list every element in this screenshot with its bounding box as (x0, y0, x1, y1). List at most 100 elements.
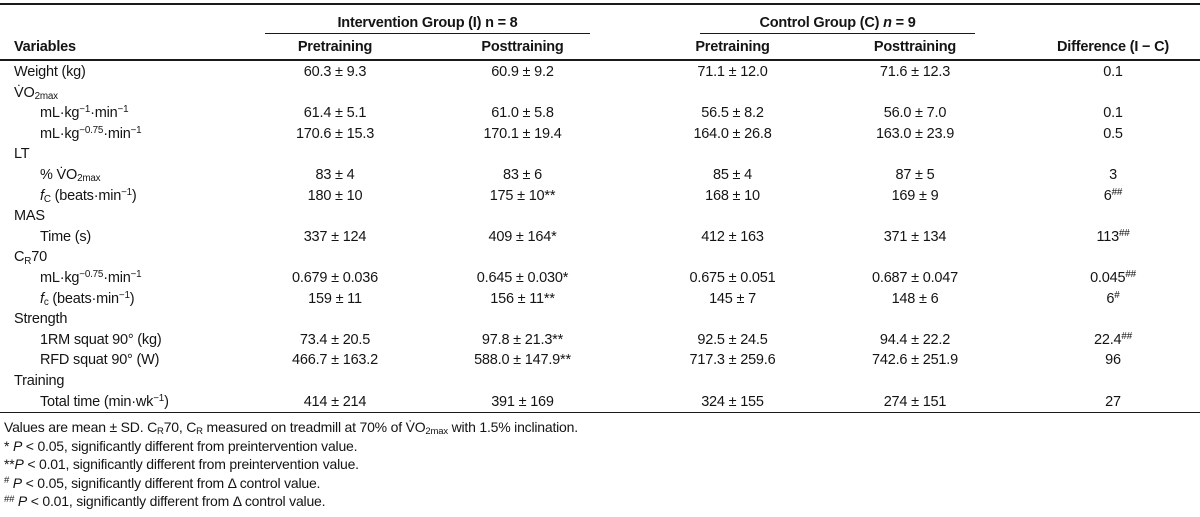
cell-intervention-posttraining: 170.1 ± 19.4 (483, 125, 562, 142)
cell-intervention-pretraining: 414 ± 214 (303, 393, 367, 410)
group-header-spacer-left (0, 5, 250, 34)
footnote: ## P < 0.01, significantly different fro… (4, 493, 326, 510)
table-row: V̇O2max (0, 83, 1200, 104)
row-label: CR70 (14, 249, 47, 267)
cell-difference (990, 83, 1200, 104)
row-label: V̇O2max (14, 84, 58, 103)
row-label: MAS (14, 208, 45, 225)
column-header-intervention-posttraining: Posttraining (481, 38, 564, 55)
cell-intervention-posttraining (420, 309, 625, 330)
group-header-intervention-title: Intervention Group (I) n = 8 (265, 15, 590, 34)
group-header-intervention: Intervention Group (I) n = 8 (250, 5, 625, 34)
cell-control-posttraining: 371 ± 134 (883, 228, 947, 245)
cell-difference (990, 206, 1200, 227)
cell-intervention-pretraining: 61.4 ± 5.1 (303, 105, 367, 122)
cell-difference (990, 371, 1200, 392)
cell-difference: 6## (1103, 186, 1123, 204)
table-row: MAS (0, 206, 1200, 227)
table-row: Total time (min·wk−1) 414 ± 214 391 ± 16… (0, 392, 1200, 413)
cell-difference: 0.1 (1103, 64, 1123, 80)
table-row: mL·kg−0.75·min−1 170.6 ± 15.3 170.1 ± 19… (0, 124, 1200, 145)
table-top-rule (0, 3, 1200, 5)
cell-difference (990, 144, 1200, 165)
cell-control-pretraining (625, 371, 840, 392)
row-label: Training (14, 372, 65, 389)
cell-control-posttraining (840, 206, 990, 227)
cell-intervention-pretraining: 466.7 ± 163.2 (292, 352, 378, 369)
cell-control-posttraining (840, 247, 990, 268)
cell-control-pretraining (625, 309, 840, 330)
table-body: Weight (kg) 60.3 ± 9.3 60.9 ± 9.2 71.1 ±… (0, 61, 1200, 412)
cell-control-pretraining: 92.5 ± 24.5 (697, 331, 768, 348)
cell-intervention-posttraining (420, 83, 625, 104)
column-header-variables: Variables (14, 38, 76, 55)
cell-control-pretraining: 0.675 ± 0.051 (689, 269, 776, 286)
cell-control-posttraining: 169 ± 9 (891, 187, 939, 204)
cell-control-pretraining (625, 206, 840, 227)
cell-intervention-pretraining: 180 ± 10 (307, 187, 363, 204)
row-label: mL·kg−0.75·min−1 (40, 269, 142, 286)
cell-intervention-pretraining: 0.679 ± 0.036 (292, 269, 378, 286)
cell-control-posttraining: 71.6 ± 12.3 (879, 64, 951, 80)
column-header-control-pretraining: Pretraining (695, 38, 770, 55)
cell-control-pretraining: 717.3 ± 259.6 (689, 352, 776, 369)
cell-intervention-posttraining: 0.645 ± 0.030* (476, 269, 569, 286)
column-header-difference: Difference (I − C) (1056, 38, 1170, 55)
row-label: Total time (min·wk−1) (40, 392, 169, 410)
cell-control-posttraining: 87 ± 5 (895, 166, 935, 183)
cell-intervention-pretraining (250, 309, 420, 330)
cell-control-pretraining (625, 83, 840, 104)
cell-control-posttraining: 0.687 ± 0.047 (872, 269, 958, 286)
row-label: fC (beats·min−1) (40, 186, 137, 206)
cell-difference: 96 (1105, 352, 1121, 369)
table-row: Training (0, 371, 1200, 392)
cell-intervention-pretraining: 83 ± 4 (315, 166, 355, 183)
cell-difference: 22.4## (1094, 330, 1132, 348)
cell-intervention-posttraining: 61.0 ± 5.8 (491, 105, 554, 122)
table-row: fc (beats·min−1) 159 ± 11 156 ± 11** 145… (0, 289, 1200, 310)
table-row: mL·kg−1·min−1 61.4 ± 5.1 61.0 ± 5.8 56.5… (0, 103, 1200, 124)
cell-difference: 6# (1106, 289, 1120, 307)
table-row: % V̇O2max 83 ± 4 83 ± 6 85 ± 4 87 ± 5 3 (0, 165, 1200, 186)
cell-intervention-posttraining: 588.0 ± 147.9** (474, 352, 571, 369)
cell-intervention-posttraining: 175 ± 10** (489, 187, 556, 204)
row-label: Weight (kg) (14, 64, 86, 80)
cell-intervention-posttraining: 409 ± 164* (488, 228, 557, 245)
cell-intervention-posttraining: 60.9 ± 9.2 (491, 64, 554, 80)
table-column-header-row: Variables Pretraining Posttraining Pretr… (0, 34, 1200, 61)
table-row: RFD squat 90° (W) 466.7 ± 163.2 588.0 ± … (0, 350, 1200, 371)
group-header-control-title: Control Group (C) n = 9 (700, 15, 975, 34)
row-label: RFD squat 90° (W) (40, 352, 160, 369)
group-header-control: Control Group (C) n = 9 (625, 5, 990, 34)
cell-difference: 0.1 (1103, 105, 1123, 122)
cell-control-pretraining (625, 247, 840, 268)
table-row: mL·kg−0.75·min−1 0.679 ± 0.036 0.645 ± 0… (0, 268, 1200, 289)
cell-difference (990, 247, 1200, 268)
cell-control-pretraining: 324 ± 155 (701, 393, 764, 410)
row-label: 1RM squat 90° (kg) (40, 331, 162, 348)
table-row: fC (beats·min−1) 180 ± 10 175 ± 10** 168… (0, 186, 1200, 207)
cell-intervention-posttraining (420, 247, 625, 268)
table-row: CR70 (0, 247, 1200, 268)
cell-intervention-pretraining: 170.6 ± 15.3 (295, 125, 375, 142)
footnote: * P < 0.05, significantly different from… (4, 437, 358, 454)
cell-control-posttraining: 148 ± 6 (891, 290, 939, 307)
table-row: Time (s) 337 ± 124 409 ± 164* 412 ± 163 … (0, 227, 1200, 248)
row-label: mL·kg−1·min−1 (40, 104, 129, 122)
cell-control-posttraining (840, 83, 990, 104)
cell-intervention-posttraining: 156 ± 11** (490, 290, 555, 307)
row-label: Strength (14, 311, 68, 328)
row-label: % V̇O2max (40, 166, 101, 185)
cell-control-pretraining: 145 ± 7 (709, 290, 756, 307)
cell-control-pretraining: 85 ± 4 (712, 166, 752, 183)
cell-intervention-pretraining (250, 206, 420, 227)
cell-control-posttraining: 742.6 ± 251.9 (872, 352, 958, 369)
cell-intervention-pretraining (250, 247, 420, 268)
cell-control-pretraining: 168 ± 10 (705, 187, 760, 204)
cell-intervention-pretraining (250, 83, 420, 104)
cell-intervention-pretraining: 73.4 ± 20.5 (299, 331, 371, 348)
cell-control-posttraining: 163.0 ± 23.9 (875, 125, 955, 142)
cell-intervention-pretraining (250, 144, 420, 165)
cell-difference: 3 (1109, 166, 1117, 183)
table-row: LT (0, 144, 1200, 165)
